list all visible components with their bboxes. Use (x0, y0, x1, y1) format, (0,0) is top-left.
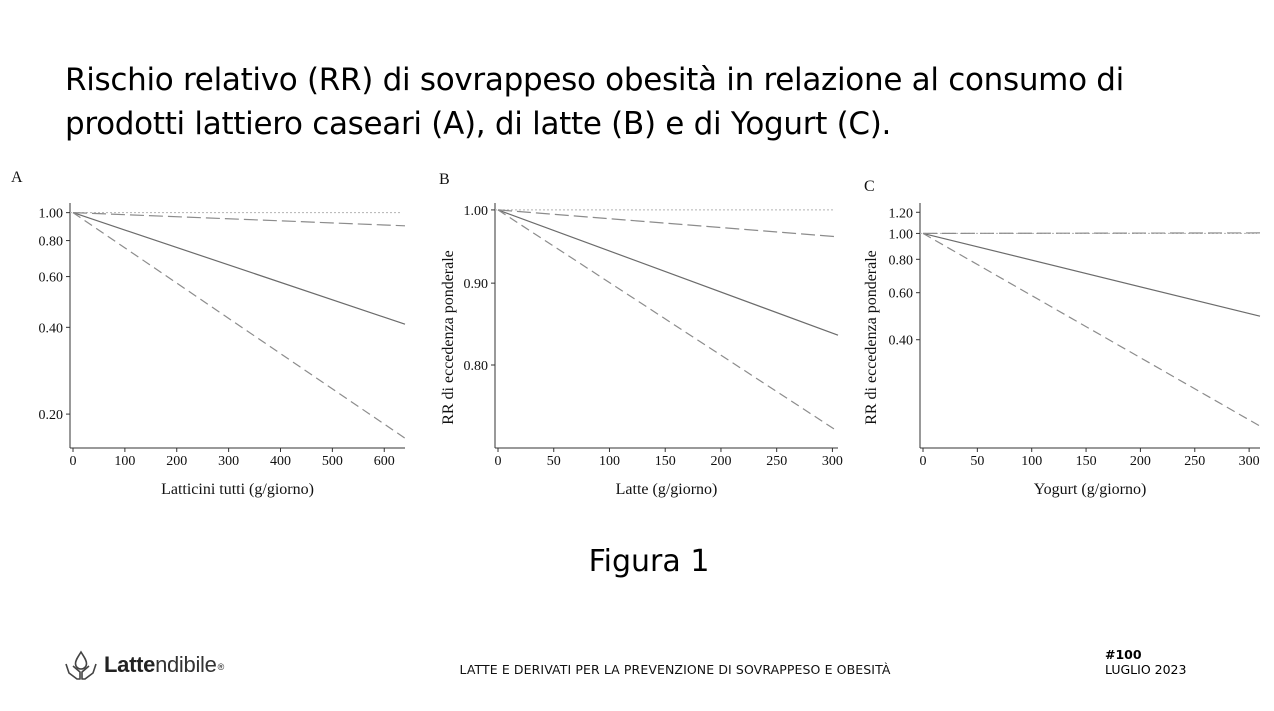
series-line-a-solid (72, 212, 406, 325)
registered-mark: ® (217, 662, 225, 672)
x-tick-label-a: 500 (322, 454, 343, 469)
brand-name-bold: Latte (104, 652, 156, 677)
y-tick-label-b: 0.90 (464, 277, 489, 292)
series-line-c-dashed (922, 232, 1261, 427)
panel-letter-c: C (864, 178, 875, 195)
x-tick-label-c: 250 (1184, 454, 1205, 469)
y-axis-label-c: RR di eccedenza ponderale (863, 250, 880, 425)
series-line-c-dashed-long (922, 232, 1261, 234)
x-axis-label-a: Latticini tutti (g/giorno) (161, 481, 314, 498)
x-tick-label-c: 0 (920, 454, 927, 469)
panel-letter-b: B (439, 171, 450, 188)
y-tick-label-a: 1.00 (39, 207, 64, 222)
x-tick-label-c: 50 (970, 454, 984, 469)
y-tick-label-c: 0.80 (889, 253, 914, 268)
series-line-a-dashed (72, 212, 406, 439)
x-tick-label-a: 400 (270, 454, 291, 469)
y-tick-label-a: 0.60 (39, 271, 64, 286)
y-tick-label-b: 0.80 (464, 359, 489, 374)
x-tick-label-a: 300 (218, 454, 239, 469)
panel-letter-a: A (11, 169, 23, 186)
y-tick-label-c: 0.60 (889, 287, 914, 302)
y-tick-label-a: 0.20 (39, 408, 64, 423)
x-tick-label-c: 150 (1076, 454, 1097, 469)
x-tick-label-a: 600 (374, 454, 395, 469)
x-tick-label-b: 150 (655, 454, 676, 469)
series-line-b-dashed (497, 209, 839, 433)
x-tick-label-b: 0 (495, 454, 502, 469)
series-line-a-dashed-long (72, 212, 406, 227)
x-tick-label-b: 250 (766, 454, 787, 469)
brand-logo[interactable]: Lattendibile® (64, 648, 224, 682)
series-line-b-dashed-long (497, 209, 839, 238)
issue-info: #100 LUGLIO 2023 (1105, 647, 1186, 677)
x-axis-label-c: Yogurt (g/giorno) (1034, 481, 1147, 498)
x-tick-label-a: 100 (114, 454, 135, 469)
series-line-b-solid (497, 209, 839, 336)
x-tick-label-b: 300 (822, 454, 843, 469)
x-tick-label-a: 0 (70, 454, 77, 469)
y-tick-label-a: 0.80 (39, 235, 64, 250)
slide-title: Rischio relativo (RR) di sovrappeso obes… (65, 58, 1215, 146)
x-tick-label-c: 100 (1021, 454, 1042, 469)
x-axis-label-b: Latte (g/giorno) (616, 481, 718, 498)
y-tick-label-c: 0.40 (889, 334, 914, 349)
brand-name: Lattendibile® (104, 652, 224, 678)
chart-panel-b: B 1.00 0.90 0.80 0 50 100 150 200 250 300 Latte (g/… (439, 171, 843, 498)
series-line-c-solid (922, 232, 1261, 317)
issue-date: LUGLIO 2023 (1105, 662, 1187, 677)
y-tick-label-b: 1.00 (464, 204, 489, 219)
footer-series-title: LATTE E DERIVATI PER LA PREVENZIONE DI S… (459, 662, 891, 677)
brand-name-light: ndibile (155, 652, 217, 677)
chart-panel-c: C 1.20 1.00 0.80 0.60 0.40 0 50 100 150 200 250 300 Y… (863, 178, 1261, 498)
x-tick-label-c: 200 (1130, 454, 1151, 469)
issue-number: #100 (1105, 647, 1142, 662)
x-tick-label-c: 300 (1239, 454, 1260, 469)
x-tick-label-b: 200 (710, 454, 731, 469)
figure-caption: Figura 1 (588, 544, 710, 579)
chart-panel-a: A 1.00 0.80 0.60 0.40 0.20 0 100 200 300 400 500 600… (11, 169, 406, 498)
x-tick-label-b: 50 (547, 454, 561, 469)
slide-title-line-2: prodotti lattiero caseari (A), di latte … (65, 106, 892, 142)
y-axis-label-b: RR di eccedenza ponderale (440, 250, 457, 425)
y-tick-label-a: 0.40 (39, 321, 64, 336)
y-tick-label-c: 1.20 (889, 206, 914, 221)
x-tick-label-a: 200 (166, 454, 187, 469)
slide-title-line-1: Rischio relativo (RR) di sovrappeso obes… (65, 62, 1124, 98)
x-tick-label-b: 100 (599, 454, 620, 469)
y-tick-label-c: 1.00 (889, 227, 914, 242)
hands-drop-icon (65, 650, 97, 680)
